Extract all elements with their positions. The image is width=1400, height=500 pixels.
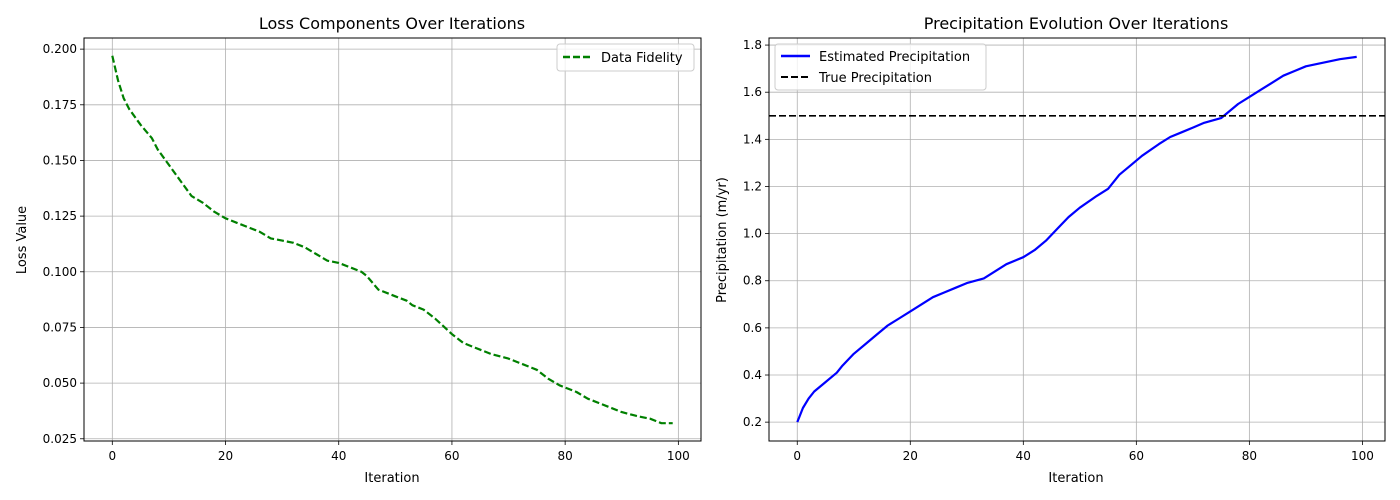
loss-chart-x-tick-label: 100: [667, 449, 690, 463]
precipitation-chart-series: [769, 55, 1385, 423]
loss-chart-y-tick-label: 0.150: [43, 153, 77, 167]
loss-chart-grid: [84, 38, 701, 441]
precipitation-chart: Precipitation Evolution Over Iterations …: [715, 14, 1386, 486]
precipitation-chart-x-tick-label: 100: [1351, 449, 1374, 463]
precipitation-chart-y-tick-label: 0.2: [743, 415, 762, 429]
precipitation-chart-x-tick-label: 80: [1242, 449, 1257, 463]
precipitation-chart-grid: [769, 38, 1385, 441]
loss-chart-x-tick-label: 40: [331, 449, 346, 463]
precipitation-chart-ticks: 0 20 40 60 80 100 0.2 0.4 0.6 0.8 1.0 1.2 1.4 1.6 1.8: [743, 38, 1374, 463]
precipitation-chart-legend-box: [774, 43, 987, 91]
precipitation-chart-y-tick-label: 1.0: [743, 227, 762, 241]
precipitation-chart-y-tick-label: 0.4: [743, 368, 762, 382]
loss-chart-y-tick-label: 0.100: [43, 265, 77, 279]
loss-chart-y-tick-label: 0.200: [43, 42, 77, 56]
precipitation-chart-x-tick-label: 60: [1129, 449, 1144, 463]
loss-chart-series: [111, 55, 673, 425]
precipitation-chart-x-tick-label: 40: [1016, 449, 1031, 463]
precipitation-chart-series-line-0: [796, 55, 1357, 423]
loss-chart-ticks: 0 20 40 60 80 100 0.025 0.050 0.075 0.100 0.125 0.1…: [43, 42, 690, 463]
loss-chart: Loss Components Over Iterations Iteratio…: [15, 14, 702, 486]
precipitation-chart-axes-frame: [768, 37, 1386, 442]
precipitation-chart-y-tick-label: 0.6: [743, 321, 762, 335]
loss-chart-x-tick-label: 60: [444, 449, 459, 463]
precipitation-chart-xlabel: Iteration: [1048, 471, 1103, 486]
loss-chart-x-tick-label: 0: [108, 449, 116, 463]
loss-chart-legend-box: [556, 43, 695, 72]
precipitation-chart-ylabel: Precipitation (m/yr): [715, 177, 730, 303]
precipitation-chart-legend-label-estimated: Estimated Precipitation: [819, 50, 970, 65]
precipitation-chart-legend: Estimated Precipitation True Precipitati…: [774, 43, 987, 91]
loss-chart-legend: Data Fidelity: [556, 43, 695, 72]
loss-chart-y-tick-label: 0.125: [43, 209, 77, 223]
loss-chart-y-tick-label: 0.050: [43, 376, 77, 390]
precipitation-chart-y-tick-label: 1.8: [743, 38, 762, 52]
precipitation-chart-y-tick-label: 1.2: [743, 179, 762, 193]
precipitation-chart-x-tick-label: 0: [793, 449, 801, 463]
precipitation-chart-x-tick-label: 20: [903, 449, 918, 463]
loss-chart-xlabel: Iteration: [364, 471, 419, 486]
precipitation-chart-legend-label-true: True Precipitation: [818, 71, 932, 86]
loss-chart-title: Loss Components Over Iterations: [259, 14, 525, 33]
loss-chart-x-tick-label: 80: [558, 449, 573, 463]
loss-chart-y-tick-label: 0.075: [43, 320, 77, 334]
loss-chart-y-tick-label: 0.175: [43, 98, 77, 112]
loss-chart-legend-label: Data Fidelity: [601, 51, 683, 66]
precipitation-chart-title: Precipitation Evolution Over Iterations: [924, 14, 1229, 33]
precipitation-chart-y-tick-label: 1.4: [743, 132, 762, 146]
precipitation-chart-y-tick-label: 0.8: [743, 274, 762, 288]
loss-chart-ylabel: Loss Value: [15, 206, 30, 274]
loss-chart-series-line-0: [111, 55, 673, 425]
loss-chart-y-tick-label: 0.025: [43, 432, 77, 446]
loss-chart-axes-frame: [83, 37, 702, 442]
precipitation-chart-y-tick-label: 1.6: [743, 85, 762, 99]
loss-chart-x-tick-label: 20: [218, 449, 233, 463]
